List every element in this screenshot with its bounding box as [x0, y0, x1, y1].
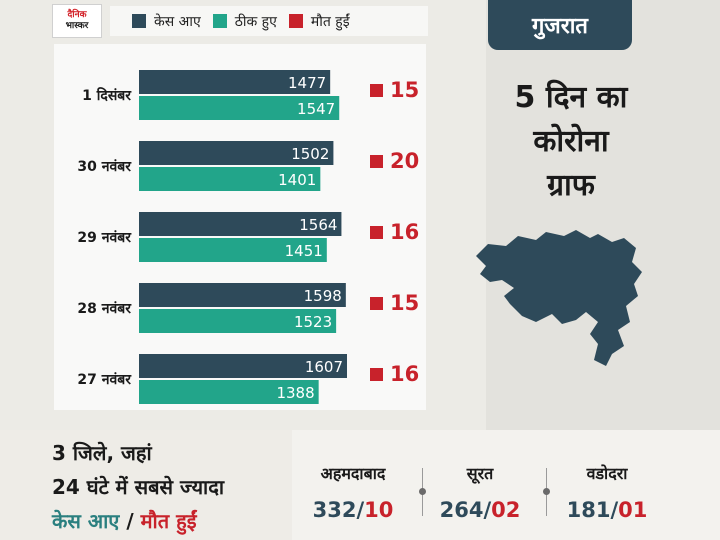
divider-dot: [543, 488, 550, 495]
headline-line-3: ग्राफ: [547, 168, 595, 203]
caption-cases-label: केस आए: [52, 509, 120, 533]
city-value: 264/02: [415, 498, 545, 522]
bar-label-cases: 1598: [304, 287, 342, 305]
city-cases: 264: [439, 498, 484, 522]
legend-label-deaths: मौत हुईं: [310, 13, 350, 30]
bar-cases: [139, 70, 331, 94]
bar-recovered: [139, 167, 321, 191]
caption-deaths-label: मौत हुईं: [140, 509, 197, 533]
bar-label-recovered: 1523: [294, 313, 332, 331]
bar-cases: [139, 283, 346, 307]
legend-item-cases: केस आए: [132, 12, 201, 31]
city-cases: 181: [566, 498, 611, 522]
legend-label-cases: केस आए: [154, 13, 201, 30]
logo-line-1: दैनिक: [67, 10, 87, 20]
legend-label-recovered: ठीक हुए: [234, 13, 277, 30]
bar-label-cases: 1607: [305, 358, 343, 376]
category-label: 29 नवंबर: [77, 230, 132, 246]
city-ahmedabad: अहमदाबाद 332/10: [288, 462, 418, 522]
death-value: 20: [390, 149, 419, 173]
city-divider: [543, 468, 550, 516]
bar-cases: [139, 141, 334, 165]
headline-line-2: कोरोना: [533, 124, 609, 159]
caption-slash: /: [126, 509, 134, 533]
death-value: 15: [390, 291, 419, 315]
city-vadodara: वडोदरा 181/01: [542, 462, 672, 522]
legend-item-recovered: ठीक हुए: [212, 12, 277, 31]
caption-line-3: केस आए / मौत हुईं: [52, 504, 292, 538]
bar-chart: 1 दिसंबर 1477 1547 15 30 नवंबर 1502 1401 20 29 न…: [77, 70, 419, 404]
bar-cases: [139, 354, 347, 378]
city-separator: /: [483, 498, 492, 522]
category-label: 28 नवंबर: [77, 301, 132, 317]
bar-recovered: [139, 309, 337, 333]
death-marker: [370, 368, 383, 381]
legend-swatch-deaths: [288, 14, 303, 28]
bar-label-recovered: 1547: [297, 100, 335, 118]
city-deaths: 01: [618, 498, 648, 522]
bar-label-cases: 1477: [288, 74, 326, 92]
bar-recovered: [139, 96, 340, 120]
gujarat-map-icon: [476, 230, 642, 366]
bar-label-recovered: 1451: [285, 242, 323, 260]
death-value: 16: [390, 220, 419, 244]
logo-line-2: भास्कर: [65, 21, 89, 31]
legend-swatch-cases: [132, 14, 146, 28]
city-name: वडोदरा: [586, 464, 628, 483]
death-value: 15: [390, 78, 419, 102]
bar-label-recovered: 1401: [278, 171, 316, 189]
category-label: 1 दिसंबर: [82, 87, 132, 104]
city-deaths: 02: [491, 498, 521, 522]
death-marker: [370, 226, 383, 239]
city-panel: [292, 430, 720, 540]
brand-logo: दैनिक भास्कर: [52, 4, 102, 38]
chart-legend: केस आए ठीक हुए मौत हुईं: [110, 6, 428, 36]
bottom-caption: 3 जिले, जहां 24 घंटे में सबसे ज्यादा केस…: [52, 436, 292, 538]
bar-cases: [139, 212, 342, 236]
city-deaths: 10: [364, 498, 394, 522]
caption-line-2: 24 घंटे में सबसे ज्यादा: [52, 475, 225, 499]
city-value: 181/01: [542, 498, 672, 522]
region-tab: गुजरात: [488, 0, 632, 50]
city-separator: /: [356, 498, 365, 522]
death-marker: [370, 84, 383, 97]
city-value: 332/10: [288, 498, 418, 522]
divider-dot: [419, 488, 426, 495]
bar-recovered: [139, 380, 319, 404]
city-name: अहमदाबाद: [320, 464, 386, 483]
legend-item-deaths: मौत हुईं: [288, 12, 350, 31]
bar-label-cases: 1502: [291, 145, 329, 163]
city-surat: सूरत 264/02: [415, 462, 545, 522]
bar-label-recovered: 1388: [276, 384, 314, 402]
bar-label-cases: 1564: [299, 216, 337, 234]
city-name: सूरत: [466, 464, 494, 483]
legend-swatch-recovered: [212, 14, 227, 28]
headline: 5 दिन का कोरोना ग्राफ: [486, 76, 656, 208]
death-marker: [370, 297, 383, 310]
category-label: 27 नवंबर: [77, 372, 132, 388]
category-label: 30 नवंबर: [77, 159, 132, 175]
caption-line-1: 3 जिले, जहां: [52, 441, 152, 465]
city-cases: 332: [312, 498, 357, 522]
city-divider: [419, 468, 426, 516]
headline-line-1: 5 दिन का: [514, 80, 628, 115]
death-marker: [370, 155, 383, 168]
death-value: 16: [390, 362, 419, 386]
city-separator: /: [610, 498, 619, 522]
bar-recovered: [139, 238, 327, 262]
